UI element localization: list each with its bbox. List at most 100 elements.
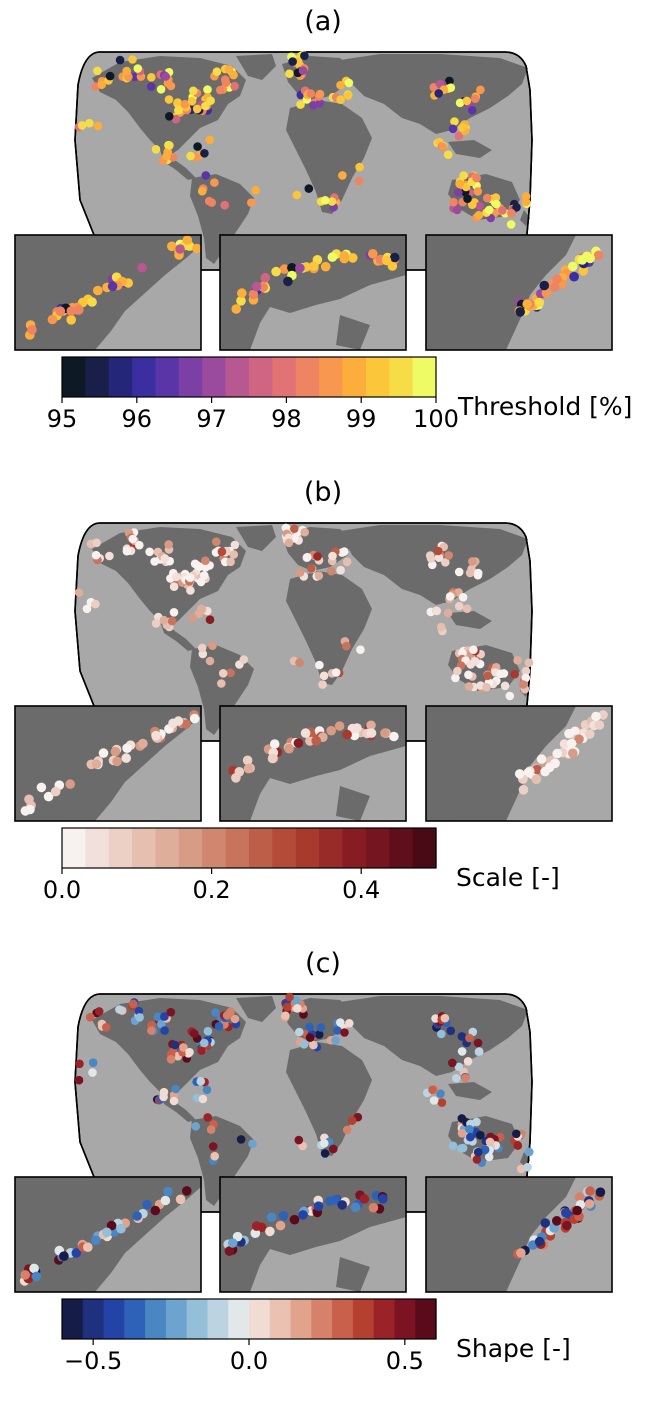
station-marker bbox=[314, 1030, 324, 1039]
colorbar-swatch bbox=[124, 1299, 146, 1339]
colorbar-swatch bbox=[108, 357, 133, 397]
station-marker bbox=[336, 80, 345, 90]
station-marker bbox=[463, 194, 472, 203]
station-marker bbox=[175, 244, 185, 254]
station-marker bbox=[337, 1200, 347, 1210]
station-marker bbox=[47, 314, 58, 325]
station-marker bbox=[340, 1028, 349, 1037]
station-marker bbox=[102, 1023, 111, 1032]
station-marker bbox=[196, 577, 206, 587]
station-marker bbox=[260, 272, 271, 283]
station-marker bbox=[230, 81, 239, 91]
colorbar-swatch bbox=[249, 357, 273, 397]
station-markers bbox=[74, 523, 534, 701]
station-marker bbox=[206, 96, 215, 105]
station-marker bbox=[436, 622, 446, 632]
station-marker bbox=[196, 604, 206, 613]
station-marker bbox=[150, 557, 159, 566]
colorbar-swatch bbox=[352, 1299, 375, 1339]
station-marker bbox=[305, 1033, 315, 1042]
colorbar bbox=[61, 356, 437, 403]
station-marker bbox=[450, 117, 459, 126]
station-marker bbox=[368, 1202, 379, 1213]
station-marker bbox=[492, 199, 501, 209]
station-marker bbox=[562, 1220, 572, 1231]
station-marker bbox=[451, 673, 460, 683]
station-marker bbox=[510, 669, 519, 679]
station-marker bbox=[248, 289, 259, 300]
station-marker bbox=[455, 179, 464, 189]
land bbox=[236, 525, 276, 551]
station-marker bbox=[50, 786, 61, 797]
station-marker bbox=[440, 1013, 450, 1023]
station-marker bbox=[484, 1152, 494, 1162]
station-marker bbox=[166, 1055, 176, 1064]
station-marker bbox=[265, 1226, 275, 1237]
colorbar-swatch bbox=[225, 357, 250, 397]
land bbox=[92, 998, 246, 1100]
station-marker bbox=[188, 613, 197, 623]
station-marker bbox=[505, 691, 515, 701]
station-marker bbox=[167, 241, 177, 252]
station-marker bbox=[25, 804, 35, 815]
colorbar-swatch bbox=[62, 828, 86, 868]
station-marker bbox=[173, 98, 182, 107]
station-marker bbox=[230, 1014, 240, 1024]
station-marker bbox=[315, 660, 324, 670]
station-marker bbox=[336, 1018, 345, 1027]
colorbar-swatch bbox=[394, 1299, 416, 1339]
station-marker bbox=[211, 1008, 220, 1017]
station-marker bbox=[368, 249, 378, 259]
station-marker bbox=[192, 104, 202, 114]
station-marker bbox=[157, 1019, 166, 1029]
colorbar-swatch bbox=[103, 1299, 125, 1339]
station-marker bbox=[541, 288, 552, 298]
colorbar-swatch bbox=[132, 357, 157, 397]
station-marker bbox=[453, 666, 462, 676]
station-marker bbox=[434, 89, 444, 98]
station-marker bbox=[466, 660, 475, 669]
station-marker bbox=[539, 280, 550, 291]
colorbar-swatch bbox=[228, 1299, 250, 1339]
station-marker bbox=[474, 210, 484, 220]
station-marker bbox=[65, 779, 75, 789]
station-marker bbox=[552, 1216, 562, 1226]
station-marker bbox=[185, 1047, 194, 1057]
station-marker bbox=[295, 263, 305, 273]
station-marker bbox=[326, 725, 336, 736]
station-marker bbox=[389, 252, 400, 263]
station-marker bbox=[320, 1149, 330, 1158]
station-marker bbox=[295, 658, 304, 667]
panel-b: (b) Scale [-] 0.0 0.2 0.4 bbox=[0, 471, 646, 942]
station-marker bbox=[454, 1062, 464, 1072]
station-marker bbox=[242, 755, 253, 766]
colorbar bbox=[61, 827, 437, 874]
station-marker bbox=[512, 203, 521, 212]
station-marker bbox=[330, 1194, 341, 1205]
station-marker bbox=[328, 551, 337, 561]
station-marker bbox=[524, 658, 534, 667]
station-marker bbox=[285, 69, 294, 78]
station-marker bbox=[90, 1235, 101, 1246]
panel-c-graphics bbox=[14, 992, 613, 1345]
station-marker bbox=[161, 72, 170, 81]
station-marker bbox=[236, 296, 246, 306]
land bbox=[340, 996, 528, 1076]
station-marker bbox=[327, 197, 337, 206]
station-marker bbox=[591, 711, 601, 722]
station-marker bbox=[212, 67, 222, 76]
station-marker bbox=[380, 728, 390, 738]
colorbar-swatch bbox=[272, 357, 297, 397]
inset-map bbox=[14, 705, 202, 822]
station-marker bbox=[448, 124, 458, 134]
station-marker bbox=[334, 721, 345, 731]
station-marker bbox=[163, 1186, 173, 1197]
land bbox=[236, 996, 276, 1022]
station-marker bbox=[311, 736, 321, 746]
colorbar-tick-label: 0.2 bbox=[192, 876, 231, 904]
colorbar-swatch bbox=[62, 357, 86, 397]
station-marker bbox=[168, 152, 178, 162]
station-marker bbox=[313, 552, 322, 561]
station-marker bbox=[454, 188, 463, 197]
colorbar-tick-label: 0.4 bbox=[342, 876, 381, 904]
